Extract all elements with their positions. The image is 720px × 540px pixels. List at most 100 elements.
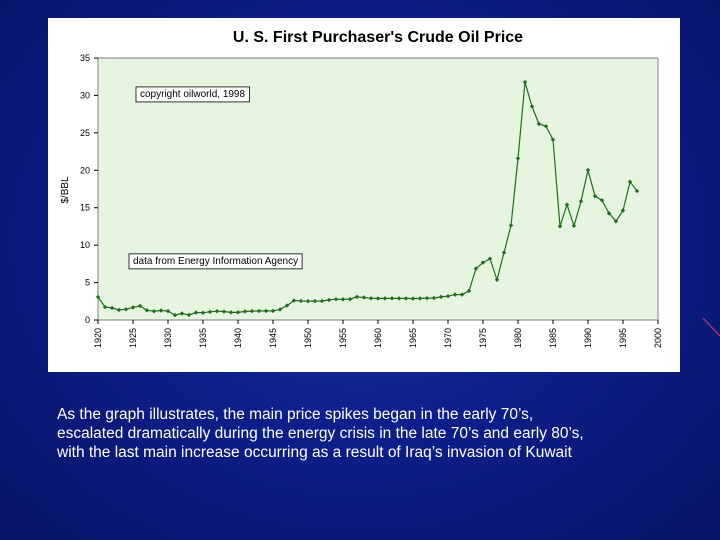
data-point (487, 256, 493, 261)
x-tick-label: 1930 (163, 328, 173, 348)
data-point (291, 298, 297, 303)
data-point (613, 219, 619, 224)
data-point (529, 104, 535, 109)
data-point (620, 208, 626, 213)
data-point (228, 310, 234, 315)
data-point (382, 296, 388, 301)
data-point (235, 310, 241, 315)
data-point (564, 202, 570, 207)
data-point (592, 193, 598, 199)
x-tick-label: 1920 (93, 328, 103, 348)
x-tick-label: 1975 (478, 328, 488, 348)
y-axis-label: $/BBL (60, 176, 71, 204)
y-tick-label: 35 (80, 53, 90, 63)
data-point (501, 250, 507, 255)
y-tick-label: 30 (80, 90, 90, 100)
y-tick-label: 10 (80, 240, 90, 250)
data-point (242, 309, 248, 314)
data-point (417, 296, 423, 301)
x-tick-label: 1970 (443, 328, 453, 348)
chart-panel: U. S. First Purchaser's Crude Oil Price … (48, 18, 680, 372)
oil-price-chart: U. S. First Purchaser's Crude Oil Price … (60, 29, 663, 348)
data-point (466, 288, 472, 294)
data-point (347, 296, 353, 302)
y-tick-label: 15 (80, 203, 90, 213)
data-point (361, 295, 367, 300)
x-tick-label: 1990 (583, 328, 593, 348)
data-point (270, 308, 276, 314)
data-point (109, 305, 115, 311)
annotation-frame (128, 253, 303, 270)
data-point (249, 308, 255, 314)
x-tick-label: 1985 (548, 328, 558, 348)
data-point (368, 296, 374, 301)
x-tick-label: 1945 (268, 328, 278, 348)
data-point (200, 310, 206, 315)
data-point (627, 179, 633, 185)
x-tick-label: 1955 (338, 328, 348, 348)
data-point (599, 198, 605, 203)
data-point (375, 296, 381, 301)
data-point (193, 310, 199, 315)
data-point (452, 292, 458, 297)
data-point (515, 156, 521, 161)
data-point (634, 188, 640, 194)
data-point (410, 296, 416, 301)
data-point (298, 298, 304, 304)
chart-title: U. S. First Purchaser's Crude Oil Price (233, 29, 523, 46)
data-point (186, 312, 192, 318)
data-point (578, 199, 584, 204)
data-point (263, 308, 269, 314)
data-point (438, 294, 444, 300)
data-point (354, 294, 360, 300)
caption: As the graph illustrates, the main price… (57, 405, 697, 462)
data-point (550, 137, 556, 142)
y-tick-label: 20 (80, 165, 90, 175)
y-tick-label: 0 (85, 315, 90, 325)
data-point (473, 266, 479, 271)
caption-line-2: escalated dramatically during the energy… (57, 425, 584, 442)
x-tick-label: 2000 (653, 328, 663, 348)
data-point (459, 292, 465, 297)
data-point (389, 296, 395, 301)
x-tick-label: 1960 (373, 328, 383, 348)
data-point (396, 296, 402, 301)
x-tick-label: 1935 (198, 328, 208, 348)
data-point (95, 294, 101, 300)
data-point (256, 308, 262, 314)
x-tick-label: 1925 (128, 328, 138, 348)
data-point (403, 296, 409, 301)
data-point (431, 295, 437, 301)
data-point (123, 307, 129, 312)
data-point (221, 309, 227, 314)
x-tick-label: 1980 (513, 328, 523, 348)
data-point (585, 167, 591, 173)
data-point (284, 303, 290, 308)
x-tick-label: 1995 (618, 328, 628, 348)
data-point (445, 293, 451, 299)
caption-line-3: with the last main increase occurring as… (57, 444, 572, 461)
data-point (557, 224, 563, 229)
annotation-frame (135, 86, 250, 103)
x-tick-label: 1965 (408, 328, 418, 348)
data-point (116, 307, 122, 313)
annotation-text: data from Energy Information Agency (133, 256, 298, 267)
annotation-box-1: copyright oilworld, 1998 (135, 86, 250, 103)
y-tick-label: 5 (85, 278, 90, 288)
x-tick-label: 1940 (233, 328, 243, 348)
data-point (277, 307, 283, 312)
annotation-box-2: data from Energy Information Agency (128, 253, 303, 270)
data-point (522, 79, 528, 85)
data-point (305, 299, 311, 304)
data-point (333, 296, 339, 302)
y-tick-label: 25 (80, 128, 90, 138)
x-tick-label: 1950 (303, 328, 313, 348)
data-point (424, 295, 430, 301)
data-point (494, 277, 500, 283)
data-point (480, 260, 486, 265)
data-point (312, 298, 318, 304)
data-point (102, 304, 108, 310)
data-point (179, 311, 185, 316)
data-point (326, 297, 332, 303)
